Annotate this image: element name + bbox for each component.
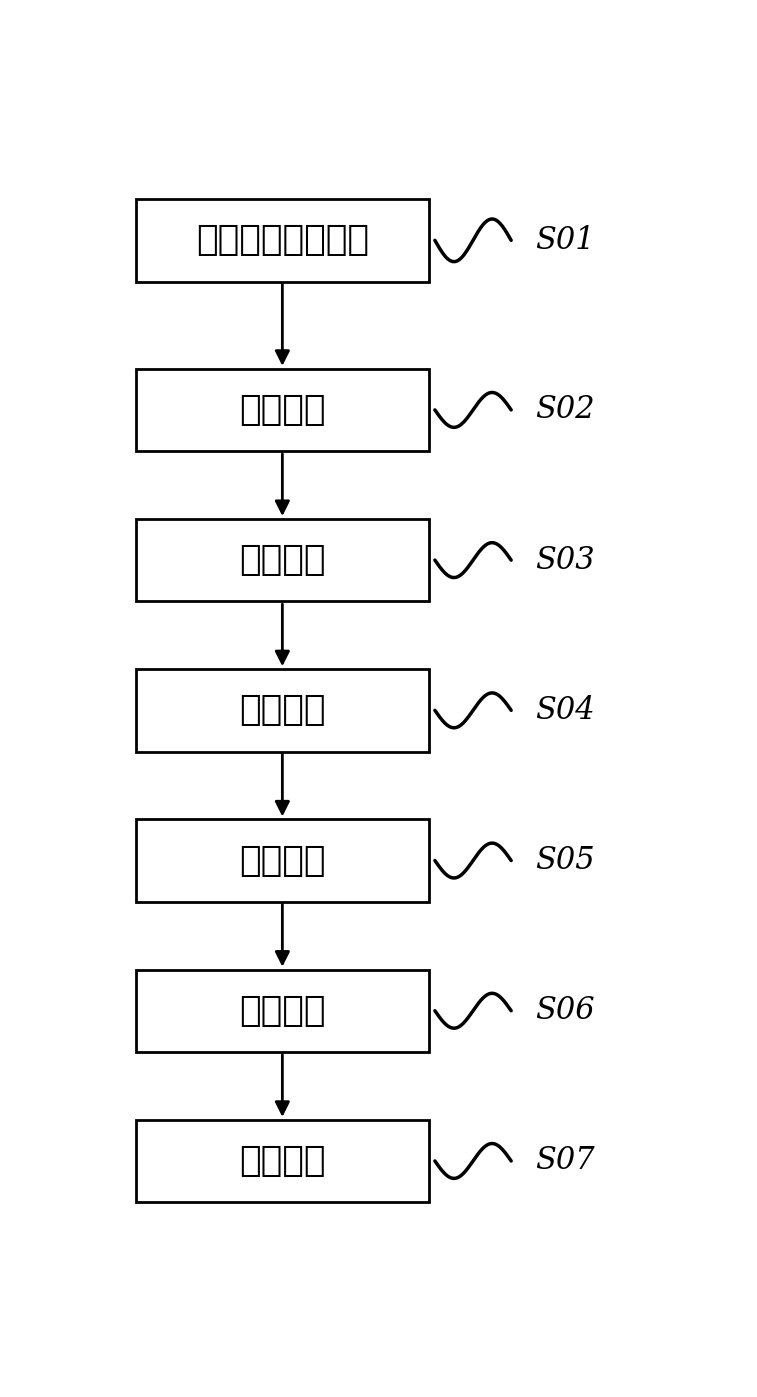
Text: 混合步骤: 混合步骤 — [239, 543, 326, 577]
Text: S04: S04 — [534, 694, 594, 726]
Bar — [136, 669, 429, 752]
Text: S02: S02 — [534, 394, 594, 426]
Bar — [136, 518, 429, 601]
Bar — [136, 369, 429, 451]
Bar — [136, 970, 429, 1052]
Text: 烘干步骤: 烘干步骤 — [239, 844, 326, 877]
Text: 磨粉步骤: 磨粉步骤 — [239, 393, 326, 427]
Bar — [136, 1120, 429, 1203]
Bar — [136, 200, 429, 282]
Text: S03: S03 — [534, 545, 594, 576]
Text: 再生步骤: 再生步骤 — [239, 993, 326, 1028]
Text: 包装成品: 包装成品 — [239, 1144, 326, 1178]
Text: 造粒步骤: 造粒步骤 — [239, 693, 326, 728]
Bar — [136, 820, 429, 901]
Text: S06: S06 — [534, 995, 594, 1027]
Text: 粉末状废旧活性炭: 粉末状废旧活性炭 — [196, 224, 369, 257]
Text: S05: S05 — [534, 845, 594, 876]
Text: S07: S07 — [534, 1146, 594, 1176]
Text: S01: S01 — [534, 225, 594, 256]
